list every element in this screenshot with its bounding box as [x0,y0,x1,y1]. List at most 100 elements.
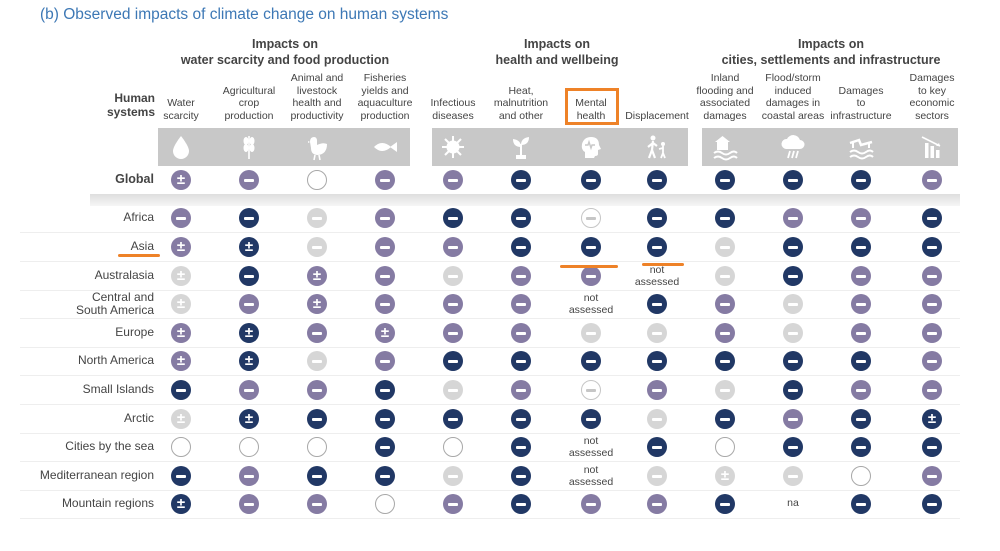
adverse-impact-marker [239,494,259,514]
adverse-impact-marker [511,437,531,457]
adverse-impact-marker [715,294,735,314]
column-header-line: induced [774,84,812,97]
adverse-impact-marker [307,351,327,371]
not-assessed-note: not assessed [551,464,631,488]
column-header-line: crop [238,97,260,109]
adverse-impact-marker [511,494,531,514]
chicken-icon [303,133,331,161]
adverse-impact-marker [647,237,667,257]
not-assessed-note: not assessed [551,435,631,459]
adverse-impact-marker [443,294,463,314]
virus-icon [439,133,467,161]
adverse-impact-marker [715,208,735,228]
adverse-impact-marker [851,494,871,514]
adverse-impact-marker [375,237,395,257]
adverse-impact-marker [443,323,463,343]
icon-band-cities [702,128,958,166]
row-divider [20,433,960,434]
adverse-impact-marker [443,170,463,190]
not-assessed-note: not assessed [551,292,631,316]
group-header-health: Impacts on health and wellbeing [447,36,667,68]
column-header-line: Inland [710,72,740,84]
damaged-infrastructure-icon [847,133,875,161]
adverse-impact-marker [581,237,601,257]
column-header-12: Damages to key economic sectors [890,72,974,122]
column-header-line: damages [703,109,747,122]
adverse-impact-marker [851,380,871,400]
row-label: Mediterranean region [39,468,154,482]
no-assessment-marker [239,437,259,457]
column-header-line: Damages [838,84,884,97]
adverse-impact-marker [511,323,531,343]
row-divider [20,347,960,348]
row-label: Asia [130,239,154,253]
adverse-impact-marker [375,437,395,457]
column-header-line: coastal areas [761,109,825,122]
adverse-impact-marker [375,380,395,400]
not-assessed-line: not [583,435,599,447]
highlight-underline-asia [118,254,160,257]
adverse-impact-marker [307,323,327,343]
group-header-line1: Impacts on [524,37,590,51]
group-header-line1: Impacts on [798,37,864,51]
adverse-impact-marker [647,351,667,371]
column-header-2: Agricultural crop production [207,85,291,123]
column-header-line: livestock [296,84,338,97]
column-header-line: damages in [765,97,821,109]
icon-band-water-food [158,128,410,166]
adverse-impact-marker [922,237,942,257]
storm-cloud-icon [779,133,807,161]
adverse-impact-marker [647,294,667,314]
column-header-line: malnutrition [493,97,549,109]
adverse-impact-marker [647,380,667,400]
adverse-impact-marker [851,351,871,371]
adverse-impact-marker [239,466,259,486]
column-header-line: to [856,97,866,109]
column-header-line: production [360,109,410,122]
column-header-line: productivity [290,109,344,122]
no-assessment-marker [307,170,327,190]
column-header-9: Inland flooding and associated damages [683,72,767,122]
adverse-impact-marker [851,294,871,314]
row-divider [20,404,960,405]
icon-band-health [432,128,688,166]
adverse-impact-marker [851,266,871,286]
adverse-impact-marker [239,294,259,314]
column-header-line: Mental [575,97,607,109]
adverse-impact-marker [239,266,259,286]
adverse-impact-marker [581,409,601,429]
group-header-cities: Impacts on cities, settlements and infra… [696,36,966,68]
mixed-impact-marker [171,409,191,429]
highlight-underline-displacement [642,263,684,266]
adverse-impact-marker [581,323,601,343]
no-assessment-marker [307,437,327,457]
adverse-impact-marker [443,237,463,257]
adverse-impact-marker [851,237,871,257]
row-header: Human systems [107,91,155,119]
adverse-impact-marker [375,266,395,286]
row-divider [20,375,960,376]
plant-icon [507,133,535,161]
mixed-impact-marker [307,294,327,314]
adverse-impact-marker [647,494,667,514]
no-assessment-marker [375,494,395,514]
no-assessment-marker [171,437,191,457]
column-header-line: production [224,109,274,122]
column-header-line: Displacement [625,109,689,122]
group-header-water-food: Impacts on water scarcity and food produ… [170,36,400,68]
mixed-impact-marker [171,237,191,257]
adverse-impact-marker [783,266,803,286]
mixed-impact-marker [171,323,191,343]
column-header-line: diseases [432,109,474,122]
mixed-impact-marker [375,323,395,343]
not-assessed-line: not [583,292,599,304]
row-label: Africa [123,210,154,224]
column-header-line: associated [699,97,751,109]
adverse-impact-marker [443,208,463,228]
adverse-impact-marker [715,351,735,371]
row-label: Central and South America [76,291,154,317]
figure-title: (b) Observed impacts of climate change o… [40,6,449,23]
adverse-impact-marker [443,380,463,400]
mixed-impact-marker [715,466,735,486]
adverse-impact-marker [375,409,395,429]
